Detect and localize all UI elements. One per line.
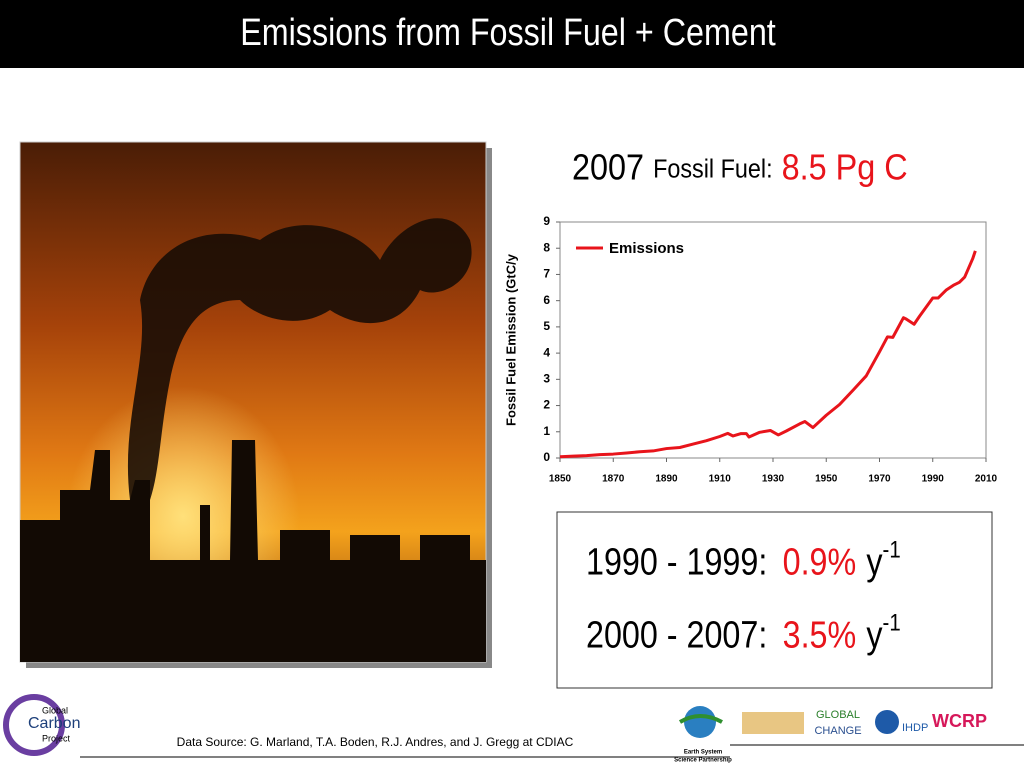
y-tick-label: 1 — [543, 424, 550, 438]
logo-text: Earth System — [684, 750, 722, 756]
logo-text: Global — [42, 705, 68, 715]
x-tick-label: 2010 — [975, 474, 998, 485]
line — [559, 250, 977, 459]
y-tick-label: 3 — [543, 372, 550, 386]
rate-unit: y — [866, 542, 882, 584]
x-tick-label: 1930 — [762, 474, 785, 485]
y-tick-label: 2 — [543, 398, 550, 412]
rate-exponent: -1 — [883, 609, 901, 636]
photo — [19, 141, 492, 668]
x-tick-label: 1950 — [815, 474, 838, 485]
x-tick-label: 1850 — [549, 474, 572, 485]
rate-line: 1990 - 1999: 0.9% y-1 — [586, 536, 901, 584]
logo-text: Project — [42, 733, 71, 743]
x-tick-label: 1970 — [868, 474, 891, 485]
x-tick-label: 1890 — [655, 474, 678, 485]
y-tick-label: 9 — [543, 214, 550, 228]
rate-value: 3.5% — [783, 615, 857, 657]
y-tick-label: 5 — [543, 319, 550, 333]
rate-unit: y — [866, 615, 882, 657]
y-tick-label: 6 — [543, 293, 550, 307]
plot-frame — [559, 221, 987, 459]
rate-exponent: -1 — [883, 536, 901, 563]
y-tick-label: 8 — [543, 240, 550, 254]
data-source: Data Source: G. Marland, T.A. Boden, R.J… — [177, 735, 574, 749]
logo-text: GLOBAL — [816, 709, 860, 721]
y-tick-label: 7 — [543, 267, 550, 281]
x-tick-label: 1990 — [922, 474, 945, 485]
y-axis-label: Fossil Fuel Emission (GtC/y — [503, 253, 518, 426]
rate-period: 2000 - 2007: — [586, 615, 767, 657]
logo-text: IHDP — [902, 722, 928, 734]
x-tick-label: 1910 — [709, 474, 732, 485]
logo-text: WCRP — [932, 711, 987, 731]
rate-line: 2000 - 2007: 3.5% y-1 — [586, 609, 901, 657]
logo-text: Carbon — [28, 715, 80, 732]
headline-year: 2007 — [572, 148, 644, 188]
legend-label: Emissions — [609, 240, 684, 257]
rate-value: 0.9% — [783, 542, 857, 584]
y-tick-label: 0 — [543, 450, 550, 464]
chart: 0 1 2 3 4 5 6 7 8 9 1850 1870 1890 1910 1930 1950 1970 19… — [543, 214, 997, 484]
headline-value: 8.5 Pg C — [782, 148, 908, 188]
headline: 2007 Fossil Fuel: 8.5 Pg C — [572, 148, 908, 188]
slide-title: Emissions from Fossil Fuel + Cement — [240, 12, 776, 54]
y-tick-label: 4 — [543, 345, 550, 359]
header-bar — [0, 0, 1024, 68]
rate-period: 1990 - 1999: — [586, 542, 767, 584]
x-tick-label: 1870 — [602, 474, 625, 485]
logo-text: CHANGE — [814, 725, 861, 737]
rates-box — [556, 511, 993, 689]
logo-text: Science Partnership — [674, 758, 732, 764]
headline-label: Fossil Fuel: — [653, 155, 773, 183]
partner-logos: Earth System Science Partnership GLOBAL … — [674, 706, 987, 764]
gcp-logo: Global Carbon Project — [3, 694, 80, 756]
